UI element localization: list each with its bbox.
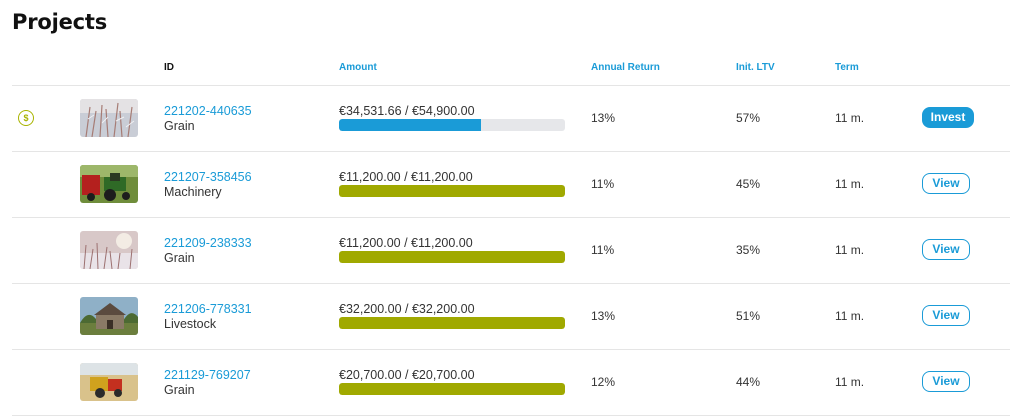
project-category: Machinery [164,185,222,199]
term-value: 11 m. [835,111,865,125]
projects-table: ID Amount Annual Return Init. LTV Term $… [12,52,1010,416]
table-row[interactable]: 221209-238333 Grain €11,200.00 / €11,200… [12,218,1010,284]
page-title: Projects [12,10,108,34]
annual-return-value: 11% [591,243,615,257]
term-value: 11 m. [835,309,865,323]
view-button[interactable]: View [922,239,970,260]
annual-return-value: 12% [591,375,616,389]
term-value: 11 m. [835,177,865,191]
project-id-link[interactable]: 221209-238333 [164,236,252,250]
column-header-annual-return[interactable]: Annual Return [591,62,660,73]
project-id-link[interactable]: 221207-358456 [164,170,252,184]
project-category: Grain [164,383,195,397]
funding-progress-fill [339,251,565,263]
amount-text: €11,200.00 / €11,200.00 [339,170,473,184]
funding-progress-fill [339,119,482,131]
amount-text: €34,531.66 / €54,900.00 [339,104,475,118]
ltv-value: 51% [736,309,761,323]
amount-text: €11,200.00 / €11,200.00 [339,236,473,250]
winter-field-image [80,231,138,269]
funding-progress-bar [339,317,565,329]
table-row[interactable]: 221129-769207 Grain €20,700.00 / €20,700… [12,350,1010,416]
column-header-amount[interactable]: Amount [339,62,377,73]
view-button[interactable]: View [922,371,970,392]
ltv-value: 57% [736,111,761,125]
term-value: 11 m. [835,243,865,257]
table-row[interactable]: 221207-358456 Machinery €11,200.00 / €11… [12,152,1010,218]
column-header-term[interactable]: Term [835,62,859,73]
invest-button[interactable]: Invest [922,107,974,128]
table-row[interactable]: 221206-778331 Livestock €32,200.00 / €32… [12,284,1010,350]
annual-return-value: 11% [591,177,615,191]
ltv-value: 35% [736,243,761,257]
table-row[interactable]: $ 221202-440635 Grain €34,531.66 / €54,9… [12,86,1010,152]
project-id-link[interactable]: 221129-769207 [164,368,251,382]
project-id-link[interactable]: 221202-440635 [164,104,252,118]
funding-progress-fill [339,383,565,395]
harvester-image [80,363,138,401]
funding-progress-bar [339,119,565,131]
funding-progress-bar [339,251,565,263]
funding-progress-fill [339,185,565,197]
annual-return-value: 13% [591,111,616,125]
column-header-id[interactable]: ID [164,62,174,73]
funding-progress-fill [339,317,565,329]
column-header-init-ltv[interactable]: Init. LTV [736,62,775,73]
view-button[interactable]: View [922,305,970,326]
annual-return-value: 13% [591,309,616,323]
frosted-grass-image [80,99,138,137]
project-id-link[interactable]: 221206-778331 [164,302,252,316]
table-header: ID Amount Annual Return Init. LTV Term [12,52,1010,86]
project-category: Grain [164,119,195,133]
barn-image [80,297,138,335]
funding-progress-bar [339,185,565,197]
tractor-image [80,165,138,203]
project-category: Grain [164,251,195,265]
amount-text: €20,700.00 / €20,700.00 [339,368,475,382]
amount-text: €32,200.00 / €32,200.00 [339,302,475,316]
ltv-value: 44% [736,375,761,389]
term-value: 11 m. [835,375,865,389]
coin-icon: $ [18,110,34,126]
funding-progress-bar [339,383,565,395]
ltv-value: 45% [736,177,761,191]
project-category: Livestock [164,317,217,331]
view-button[interactable]: View [922,173,970,194]
